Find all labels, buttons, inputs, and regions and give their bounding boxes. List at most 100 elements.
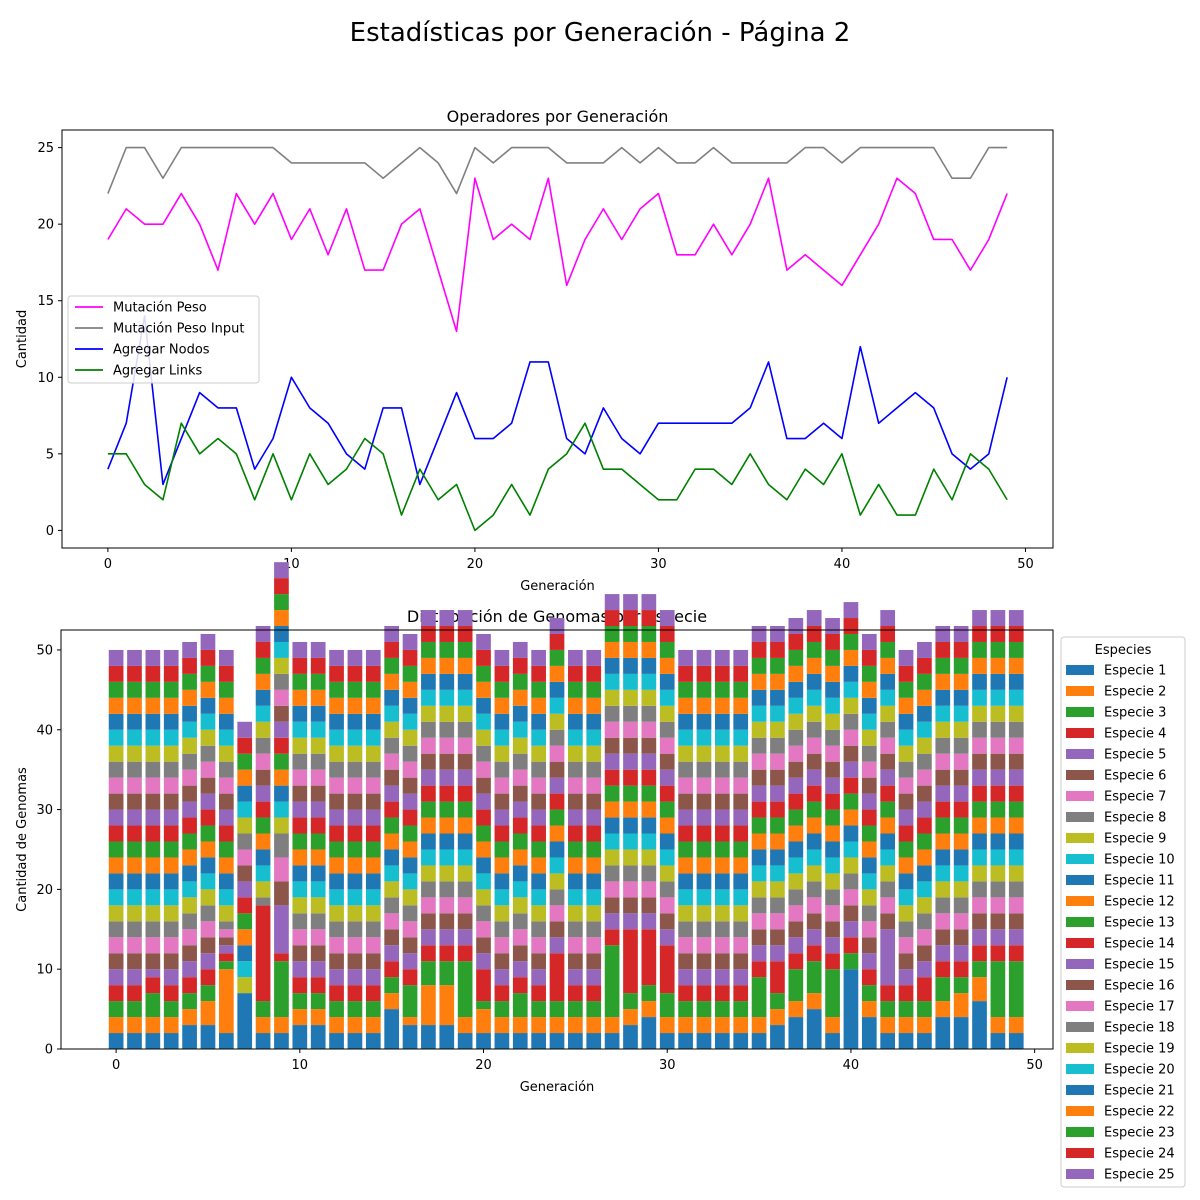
bar-segment — [788, 857, 804, 874]
bar-segment — [898, 921, 914, 938]
bar-segment — [347, 985, 363, 1002]
bar-segment — [733, 809, 749, 826]
bar-segment — [751, 721, 767, 738]
bar-segment — [917, 785, 932, 802]
bar-segment — [659, 610, 675, 627]
bar-segment — [990, 626, 1006, 642]
bar-segment — [182, 689, 197, 706]
legend-swatch — [1066, 749, 1094, 759]
bar-segment — [586, 761, 602, 778]
bar-segment — [512, 833, 528, 850]
bar-segment — [843, 761, 859, 778]
bar-segment — [880, 1001, 896, 1018]
bar-segment — [678, 873, 693, 890]
bar-segment — [200, 937, 216, 954]
bar-segment — [641, 673, 657, 690]
bar-segment — [145, 729, 161, 746]
bar-segment — [568, 761, 583, 778]
bar-segment — [310, 689, 326, 706]
bar-segment — [108, 841, 124, 858]
bar-segment — [255, 737, 271, 754]
bar-segment — [384, 833, 400, 850]
bar-segment — [751, 817, 767, 834]
legend-label: Especie 6 — [1104, 769, 1166, 784]
bar-segment — [770, 881, 785, 898]
legend-swatch — [1066, 1064, 1094, 1074]
bar-segment — [457, 641, 473, 658]
bar-segment — [512, 1033, 528, 1049]
bar-segment — [806, 1009, 822, 1049]
bar-segment — [935, 641, 951, 658]
bar-segment — [788, 953, 804, 970]
bar-segment — [402, 985, 418, 1018]
bar-segment — [255, 905, 271, 1002]
bar-segment — [641, 897, 657, 914]
y-tick-label: 20 — [36, 883, 53, 898]
bar-segment — [329, 905, 344, 922]
bar-segment — [127, 985, 142, 1002]
bar-segment — [586, 713, 602, 730]
bar-segment — [586, 937, 602, 954]
bar-segment — [182, 977, 197, 994]
bar-segment — [825, 937, 840, 954]
bar-segment — [641, 1001, 657, 1018]
bar-segment — [531, 649, 546, 666]
bar-segment — [880, 785, 896, 802]
bar-segment — [549, 745, 565, 762]
bar-segment — [494, 1017, 510, 1034]
bar-segment — [953, 769, 969, 786]
bar-segment — [990, 1017, 1006, 1034]
bar-segment — [384, 769, 400, 786]
bar-segment — [255, 721, 271, 738]
bar-segment — [568, 873, 583, 890]
bar-segment — [972, 610, 987, 627]
bar-segment — [659, 785, 675, 802]
bar-segment — [512, 673, 528, 690]
bar-segment — [770, 1025, 785, 1049]
bar-segment — [163, 841, 179, 858]
bar-segment — [457, 865, 473, 882]
bar-segment — [972, 673, 987, 690]
legend-swatch — [1066, 707, 1094, 717]
x-axis-label: Generación — [520, 579, 595, 594]
bar-segment — [274, 594, 289, 611]
bar-segment — [255, 897, 271, 906]
bar-segment — [457, 626, 473, 642]
bar-segment — [310, 961, 326, 978]
bar-segment — [843, 777, 859, 794]
bar-segment — [953, 817, 969, 834]
bar-segment — [641, 610, 657, 627]
bar-segment — [200, 809, 216, 826]
bar-segment — [806, 689, 822, 706]
bar-segment — [788, 793, 804, 810]
bar-segment — [788, 681, 804, 698]
bar-segment — [825, 761, 840, 778]
bar-segment — [200, 697, 216, 714]
bar-segment — [770, 817, 785, 834]
bar-segment — [604, 657, 620, 674]
bar-segment — [1008, 897, 1024, 914]
bar-segment — [586, 729, 602, 746]
bar-segment — [237, 961, 253, 978]
bar-segment — [788, 745, 804, 762]
bar-segment — [714, 1033, 730, 1049]
bar-segment — [127, 889, 142, 906]
bar-segment — [163, 873, 179, 890]
bar-segment — [935, 1001, 951, 1018]
bar-segment — [770, 945, 785, 962]
bar-segment — [512, 929, 528, 946]
bar-segment — [604, 897, 620, 914]
legend-swatch — [1066, 917, 1094, 927]
bar-segment — [274, 626, 289, 642]
bar-segment — [274, 641, 289, 658]
bar-segment — [163, 809, 179, 826]
bar-segment — [531, 825, 546, 842]
bar-segment — [972, 929, 987, 946]
bar-segment — [861, 921, 877, 938]
bar-segment — [1008, 769, 1024, 786]
bar-segment — [292, 977, 308, 994]
legend-label: Especie 9 — [1104, 832, 1166, 847]
bar-segment — [329, 697, 344, 714]
bar-segment — [586, 777, 602, 794]
bar-segment — [953, 945, 969, 962]
